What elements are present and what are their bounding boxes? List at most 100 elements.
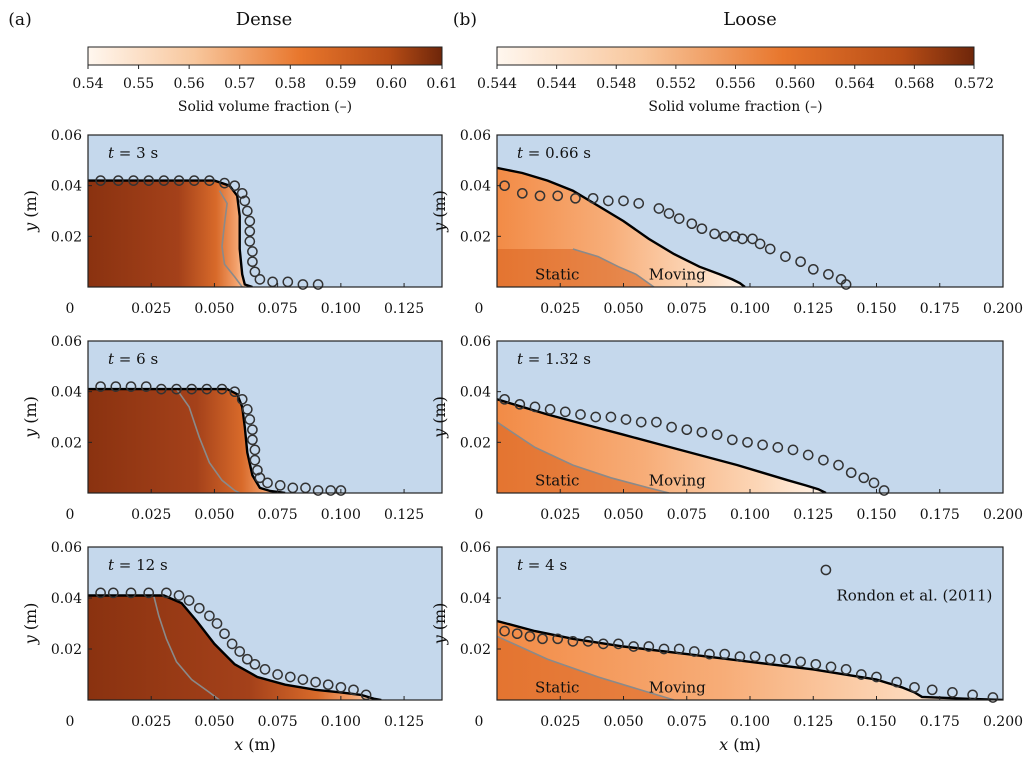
y-axis-unit: (m) (430, 190, 449, 223)
static-boundary-line (497, 421, 670, 493)
experiment-point (158, 175, 170, 186)
x-tick-label: 0 (66, 301, 75, 317)
subplot-b-3: Static Moving t = 4 s 0 0.025 0.050 0.075 0.100… (430, 540, 1023, 754)
time-symbol: t (517, 350, 524, 368)
time-label: t = 3 s (108, 144, 158, 162)
annotation-static: Static (535, 471, 579, 489)
y-tick-label: 0.06 (51, 334, 82, 350)
experiment-point (524, 630, 536, 642)
experiment-point (155, 383, 167, 395)
experiment-point (322, 679, 334, 691)
x-tick-label: 0.100 (730, 301, 770, 317)
y-tick-label: 0.02 (51, 229, 82, 245)
experiment-point (262, 477, 273, 489)
experiment-point (582, 636, 594, 647)
experiment-point (188, 175, 200, 186)
colorbar-b-bar (496, 46, 975, 66)
colorbar-a-tick-label: 0.61 (426, 76, 457, 92)
experiment-point (244, 414, 256, 425)
colorbar-a-tick-label: 0.56 (174, 76, 205, 92)
y-axis-unit: (m) (21, 603, 40, 636)
x-tick-label: 0.075 (667, 301, 707, 317)
annotation-moving: Moving (649, 471, 706, 489)
x-tick-label: 0.100 (321, 301, 361, 317)
experiment-point (696, 223, 708, 235)
experiment-point (229, 180, 241, 192)
experiment-point (244, 215, 256, 227)
y-axis-label: y (m) (430, 603, 449, 646)
y-tick-label: 0.06 (460, 334, 491, 350)
experiment-point (274, 480, 286, 491)
experiment-point (855, 669, 867, 680)
colorbar-a-tick-label: 0.60 (376, 76, 407, 92)
experiment-point (161, 587, 172, 599)
time-label: t = 0.66 s (517, 144, 591, 162)
experiment-point (559, 406, 571, 418)
static-zone (497, 422, 669, 493)
experiment-point (234, 646, 246, 657)
granular-column (88, 180, 253, 287)
experiment-point (254, 472, 266, 484)
experiment-point (780, 653, 791, 665)
x-tick-label: 0.050 (194, 714, 234, 730)
experiment-point (325, 485, 337, 496)
colorbar-a-tick-label: 0.54 (72, 76, 103, 92)
x-tick-label: 0.200 (983, 507, 1023, 523)
experiment-point (567, 636, 579, 647)
x-tick-label: 0.125 (384, 507, 424, 523)
experiment-point (643, 641, 655, 652)
plot-frame (87, 546, 443, 701)
colorbar-a-bar (87, 46, 443, 66)
experiment-point (658, 643, 670, 655)
colorbar-b-tick-label: 0.572 (954, 76, 994, 92)
x-tick-label: 0.025 (540, 301, 580, 317)
experiment-point (244, 225, 256, 237)
experiment-point (284, 671, 296, 683)
experiment-point (552, 190, 564, 202)
time-label: t = 6 s (108, 350, 158, 368)
experiment-point (666, 421, 677, 433)
y-axis-unit: (m) (430, 396, 449, 429)
x-tick-label: 0.150 (856, 714, 896, 730)
time-label: t = 1.32 s (517, 350, 591, 368)
subplot-b-2: Static Moving t = 1.32 s 0 0.025 0.050 0.075 0.… (430, 334, 1023, 523)
x-tick-label: 0.125 (793, 301, 833, 317)
experiment-point (840, 664, 852, 675)
x-tick-label: 0 (475, 714, 484, 730)
experiment-point (499, 625, 510, 637)
experiment-point (252, 464, 263, 476)
experiment-point (244, 236, 256, 247)
experiment-point (891, 676, 903, 688)
x-tick-label: 0.175 (920, 301, 960, 317)
x-tick-label: 0.125 (793, 507, 833, 523)
x-axis-label: x (m) (719, 735, 761, 754)
experiment-point (825, 661, 837, 673)
y-axis-symbol: y (21, 222, 40, 233)
experiment-point (219, 628, 230, 640)
experiment-point (709, 228, 720, 240)
annotation-static: Static (535, 678, 579, 696)
experiment-point (909, 681, 920, 693)
experiment-point (653, 203, 665, 214)
x-tick-label: 0.075 (258, 301, 298, 317)
experiment-point (241, 404, 253, 415)
experiment-point (729, 230, 741, 242)
static-boundary-line (572, 248, 655, 287)
panel-b-title: Loose (723, 9, 777, 30)
panel-b-label: (b) (453, 10, 477, 30)
experiment-point (868, 477, 880, 489)
experiment-point (726, 434, 738, 446)
x-tick-label: 0 (66, 507, 75, 523)
experiment-point (833, 459, 844, 471)
experiment-point (688, 646, 700, 657)
experiment-point (734, 651, 746, 662)
time-symbol: t (108, 556, 115, 574)
colorbar-a-label: Solid volume fraction (–) (178, 99, 352, 115)
experiment-point (107, 587, 119, 599)
legend-label: Rondon et al. (2011) (837, 587, 993, 605)
y-axis-symbol: y (430, 428, 449, 439)
y-tick-label: 0.06 (51, 540, 82, 556)
colorbar-b-tick-label: 0.544 (537, 76, 577, 92)
annotation-static: Static (535, 265, 579, 283)
